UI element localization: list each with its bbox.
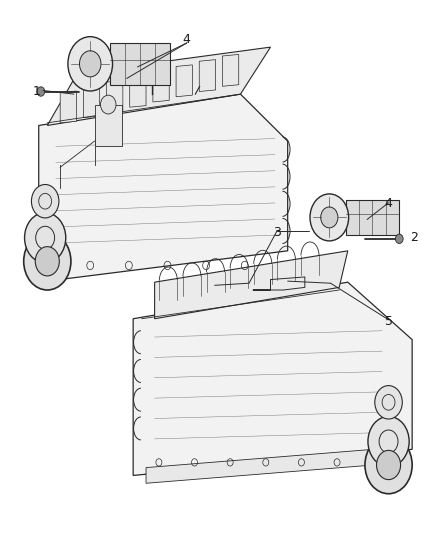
Circle shape [310, 194, 349, 241]
Circle shape [37, 87, 45, 96]
Circle shape [24, 232, 71, 290]
Polygon shape [60, 91, 77, 123]
Text: 5: 5 [385, 315, 392, 328]
Bar [95, 104, 123, 147]
Circle shape [377, 450, 401, 480]
Circle shape [382, 394, 395, 410]
Circle shape [365, 436, 412, 494]
Polygon shape [146, 449, 374, 483]
Circle shape [321, 207, 338, 228]
Text: 4: 4 [183, 33, 191, 46]
Circle shape [101, 95, 116, 114]
Circle shape [396, 234, 403, 244]
Text: 3: 3 [273, 226, 281, 239]
Polygon shape [130, 75, 146, 107]
Circle shape [68, 37, 113, 91]
Bar [110, 43, 170, 85]
Text: 2: 2 [410, 231, 418, 244]
Polygon shape [155, 251, 348, 319]
Circle shape [368, 416, 409, 466]
Bar [346, 200, 399, 235]
Circle shape [25, 213, 66, 263]
Circle shape [32, 184, 59, 218]
Circle shape [36, 227, 55, 249]
Circle shape [375, 385, 402, 419]
Polygon shape [153, 70, 169, 102]
Polygon shape [199, 60, 215, 92]
Circle shape [35, 247, 59, 276]
Polygon shape [133, 282, 412, 475]
Circle shape [148, 72, 157, 83]
Polygon shape [223, 54, 239, 86]
Text: 4: 4 [385, 197, 392, 211]
Circle shape [379, 430, 398, 453]
Circle shape [39, 193, 52, 209]
Circle shape [80, 51, 101, 77]
Polygon shape [47, 47, 271, 125]
Polygon shape [39, 94, 288, 282]
Polygon shape [83, 86, 100, 118]
Polygon shape [176, 65, 192, 97]
Polygon shape [106, 80, 123, 112]
Text: 1: 1 [33, 85, 40, 98]
